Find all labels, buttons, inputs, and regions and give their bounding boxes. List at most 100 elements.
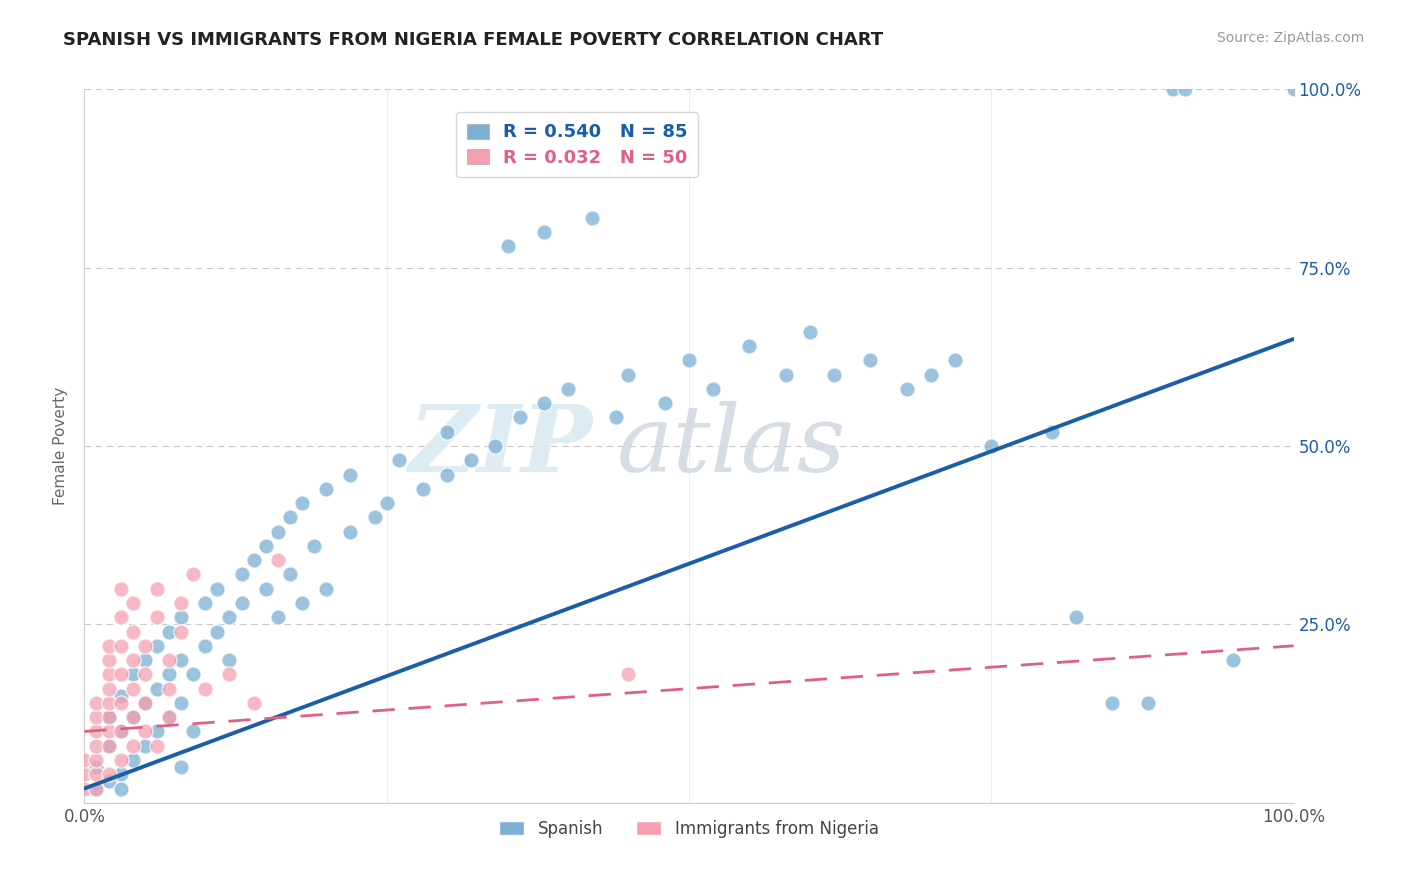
Y-axis label: Female Poverty: Female Poverty [53, 387, 69, 505]
Point [121, 667, 143, 681]
Point [134, 696, 156, 710]
Point [315, 482, 337, 496]
Point [436, 425, 458, 439]
Point [97, 710, 120, 724]
Point [86, 739, 108, 753]
Point [157, 624, 180, 639]
Text: SPANISH VS IMMIGRANTS FROM NIGERIA FEMALE POVERTY CORRELATION CHART: SPANISH VS IMMIGRANTS FROM NIGERIA FEMAL… [63, 31, 883, 49]
Point [278, 510, 301, 524]
Point [86, 753, 108, 767]
Text: Source: ZipAtlas.com: Source: ZipAtlas.com [1216, 31, 1364, 45]
Point [859, 353, 882, 368]
Point [134, 653, 156, 667]
Point [121, 653, 143, 667]
Point [436, 467, 458, 482]
Point [157, 667, 180, 681]
Point [110, 667, 132, 681]
Point [509, 410, 531, 425]
Point [86, 767, 108, 781]
Point [86, 781, 108, 796]
Point [157, 681, 180, 696]
Point [339, 467, 361, 482]
Point [1101, 696, 1123, 710]
Point [194, 639, 217, 653]
Point [170, 653, 193, 667]
Point [254, 539, 277, 553]
Point [388, 453, 411, 467]
Point [121, 753, 143, 767]
Point [267, 524, 290, 539]
Point [146, 639, 169, 653]
Point [97, 739, 120, 753]
Point [181, 567, 204, 582]
Point [799, 325, 821, 339]
Point [775, 368, 797, 382]
Point [146, 610, 169, 624]
Point [146, 739, 169, 753]
Point [1174, 82, 1197, 96]
Text: atlas: atlas [616, 401, 846, 491]
Point [267, 610, 290, 624]
Point [278, 567, 301, 582]
Point [146, 724, 169, 739]
Text: ZIP: ZIP [408, 401, 592, 491]
Point [943, 353, 966, 368]
Point [460, 453, 482, 467]
Point [242, 696, 264, 710]
Point [194, 681, 217, 696]
Point [363, 510, 385, 524]
Point [110, 724, 132, 739]
Point [533, 396, 555, 410]
Point [121, 710, 143, 724]
Point [254, 582, 277, 596]
Point [121, 596, 143, 610]
Point [920, 368, 942, 382]
Point [97, 696, 120, 710]
Point [896, 382, 918, 396]
Point [218, 667, 240, 681]
Point [1137, 696, 1160, 710]
Point [97, 667, 120, 681]
Point [157, 710, 180, 724]
Point [702, 382, 724, 396]
Point [267, 553, 290, 567]
Point [121, 681, 143, 696]
Point [97, 639, 120, 653]
Point [496, 239, 519, 253]
Point [146, 582, 169, 596]
Point [1161, 82, 1184, 96]
Point [110, 582, 132, 596]
Point [134, 667, 156, 681]
Point [110, 639, 132, 653]
Point [146, 681, 169, 696]
Point [110, 696, 132, 710]
Point [110, 724, 132, 739]
Point [97, 653, 120, 667]
Point [73, 781, 96, 796]
Point [97, 681, 120, 696]
Point [980, 439, 1002, 453]
Point [315, 582, 337, 596]
Point [110, 689, 132, 703]
Point [97, 724, 120, 739]
Point [231, 596, 253, 610]
Point [97, 710, 120, 724]
Legend: Spanish, Immigrants from Nigeria: Spanish, Immigrants from Nigeria [492, 814, 886, 845]
Point [339, 524, 361, 539]
Point [86, 724, 108, 739]
Point [121, 739, 143, 753]
Point [1222, 653, 1244, 667]
Point [170, 696, 193, 710]
Point [375, 496, 398, 510]
Point [1040, 425, 1063, 439]
Point [557, 382, 579, 396]
Point [86, 760, 108, 774]
Point [605, 410, 627, 425]
Point [110, 610, 132, 624]
Point [194, 596, 217, 610]
Point [291, 596, 314, 610]
Point [218, 610, 240, 624]
Point [97, 767, 120, 781]
Point [97, 739, 120, 753]
Point [97, 774, 120, 789]
